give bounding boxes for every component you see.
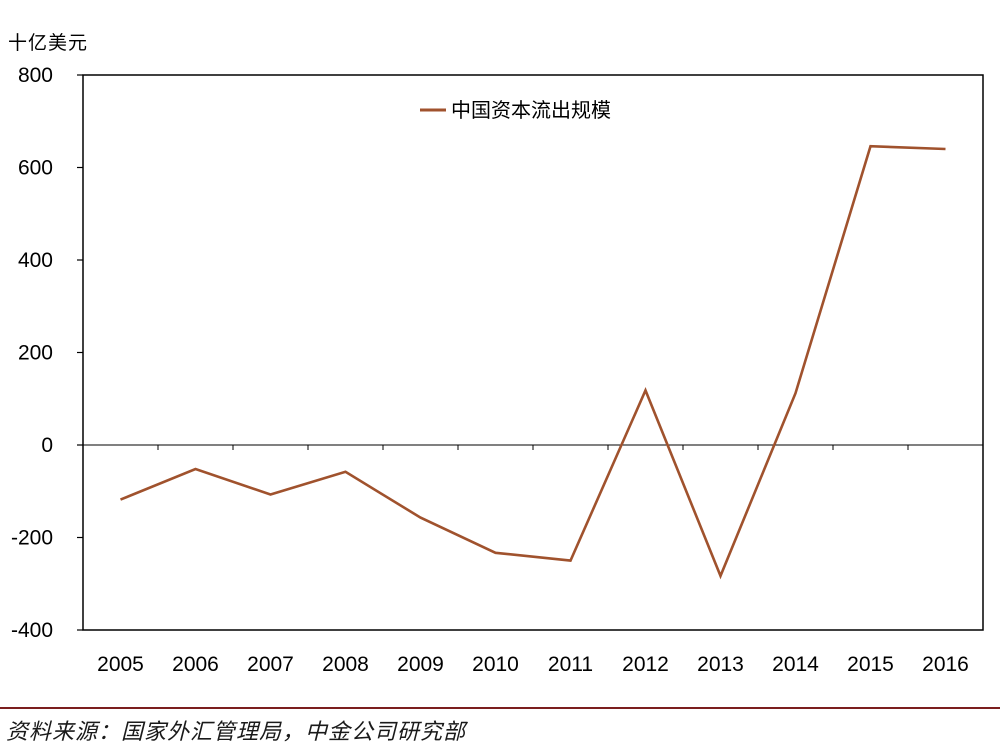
y-tick-label: 600 bbox=[18, 157, 53, 180]
plot-frame bbox=[82, 74, 984, 631]
x-tick-label: 2008 bbox=[322, 653, 369, 676]
legend-label: 中国资本流出规模 bbox=[451, 98, 611, 122]
x-tick-label: 2011 bbox=[548, 653, 593, 676]
series-line bbox=[120, 144, 946, 580]
y-axis: 800 600 400 200 0 -200 -400 bbox=[11, 64, 983, 642]
x-tick-label: 2009 bbox=[397, 653, 444, 676]
x-tick-label: 2005 bbox=[97, 653, 144, 676]
footer-rule bbox=[0, 707, 1000, 709]
x-axis: 2005 2006 2007 2008 2009 2010 2011 2012 2013 2014… bbox=[97, 445, 969, 676]
y-tick-label: 0 bbox=[41, 434, 53, 457]
x-tick-label: 2014 bbox=[772, 653, 819, 676]
x-tick-label: 2006 bbox=[172, 653, 219, 676]
y-tick-label: -200 bbox=[11, 527, 53, 550]
y-tick-label: 200 bbox=[18, 342, 53, 365]
y-tick-label: 400 bbox=[18, 249, 53, 272]
source-note: 资料来源：国家外汇管理局，中金公司研究部 bbox=[6, 720, 467, 745]
x-tick-label: 2007 bbox=[247, 653, 294, 676]
series-layer bbox=[120, 144, 946, 580]
legend: 中国资本流出规模 bbox=[420, 98, 611, 122]
x-tick-label: 2013 bbox=[697, 653, 744, 676]
x-tick-label: 2016 bbox=[922, 653, 969, 676]
y-axis-unit-label: 十亿美元 bbox=[8, 32, 89, 54]
y-tick-label: -400 bbox=[11, 619, 53, 642]
x-tick-label: 2010 bbox=[472, 653, 519, 676]
y-tick-label: 800 bbox=[18, 64, 53, 87]
x-tick-label: 2012 bbox=[622, 653, 669, 676]
x-tick-label: 2015 bbox=[847, 653, 894, 676]
